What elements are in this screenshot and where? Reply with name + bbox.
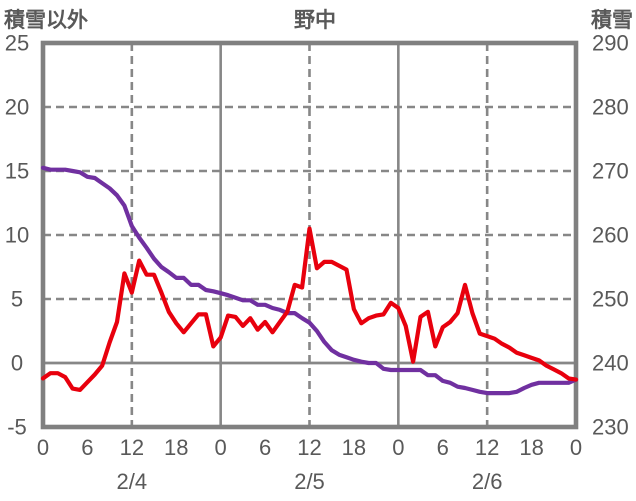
- plot-border: [40, 40, 579, 430]
- right-axis-tick: 280: [592, 95, 629, 120]
- date-label: 2/4: [117, 469, 148, 494]
- purple-line-series: [40, 165, 579, 396]
- hour-tick: 0: [570, 435, 582, 460]
- hour-tick: 12: [120, 435, 144, 460]
- hour-tick: 6: [81, 435, 93, 460]
- axis-tick-labels: 25 20 15 10 5 0 -5 290 280 270 260 250 240 230 0 6 12 18 0…: [5, 31, 629, 494]
- left-axis-title: 積雪以外: [4, 9, 88, 32]
- hour-tick: 12: [475, 435, 499, 460]
- hour-tick: 0: [37, 435, 49, 460]
- hour-tick: 12: [297, 435, 321, 460]
- hour-tick: 0: [215, 435, 227, 460]
- right-axis-tick: 260: [592, 223, 629, 248]
- right-axis-tick: 290: [592, 31, 629, 56]
- hour-tick: 18: [164, 435, 188, 460]
- left-axis-tick: 25: [5, 31, 29, 56]
- hour-tick: 6: [437, 435, 449, 460]
- plot-frame: [40, 40, 579, 430]
- right-axis-tick: 230: [592, 415, 629, 440]
- left-axis-tick: 15: [5, 159, 29, 184]
- hour-tick: 0: [392, 435, 404, 460]
- left-axis-tick: 0: [11, 351, 23, 376]
- right-axis-title: 積雪: [591, 9, 633, 32]
- red-line-series: [40, 226, 579, 392]
- date-label: 2/5: [294, 469, 325, 494]
- hour-tick: 18: [342, 435, 366, 460]
- date-label: 2/6: [472, 469, 503, 494]
- data-series: [40, 165, 579, 396]
- right-axis-tick: 270: [592, 159, 629, 184]
- left-axis-tick: 10: [5, 223, 29, 248]
- left-axis-tick: -5: [7, 415, 27, 440]
- chart-title: 野中: [294, 9, 336, 32]
- hour-tick: 6: [259, 435, 271, 460]
- left-axis-tick: 5: [11, 287, 23, 312]
- left-axis-tick: 20: [5, 95, 29, 120]
- right-axis-tick: 240: [592, 351, 629, 376]
- right-axis-tick: 250: [592, 287, 629, 312]
- hour-tick: 18: [519, 435, 543, 460]
